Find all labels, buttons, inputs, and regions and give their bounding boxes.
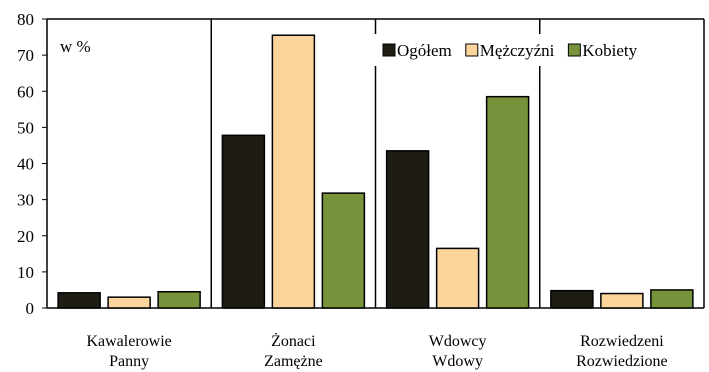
bars-group [57, 34, 694, 309]
y-tick-label: 40 [17, 155, 34, 174]
y-tick-label: 70 [17, 46, 34, 65]
legend-label: Kobiety [582, 41, 637, 60]
category-label: Rozwiedzeni [580, 333, 664, 350]
x-axis: Kawalerowie Panny Żonaci Zamężne Wdowcy Wdowy… [86, 332, 667, 370]
bar [321, 192, 366, 309]
category-label: Kawalerowie [86, 333, 171, 350]
y-tick-label: 80 [17, 10, 34, 29]
legend-swatch [567, 43, 581, 57]
category-label: Żonaci [271, 332, 316, 350]
legend-label: Ogółem [397, 41, 452, 60]
legend-swatch [465, 43, 479, 57]
y-tick-label: 10 [17, 263, 34, 282]
y-tick-label: 20 [17, 227, 34, 246]
category-label: Wdowy [432, 353, 483, 370]
bar [107, 296, 151, 309]
bar [650, 289, 694, 309]
y-tick-label: 60 [17, 82, 34, 101]
category-label: Zamężne [264, 353, 323, 370]
y-axis: 0 10 20 30 40 50 60 70 80 [17, 10, 47, 318]
bar [271, 34, 316, 309]
bar [57, 292, 101, 309]
legend-label: Mężczyźni [480, 41, 555, 60]
y-tick-label: 30 [17, 191, 34, 210]
category-label: Wdowcy [429, 333, 487, 350]
bar [221, 134, 266, 309]
bar [600, 292, 644, 309]
bar [550, 289, 594, 309]
bar [157, 290, 201, 309]
unit-label: w % [60, 37, 91, 56]
y-tick-label: 50 [17, 118, 34, 137]
bar [385, 150, 430, 309]
category-label: Panny [109, 353, 149, 370]
bar [435, 247, 480, 309]
plot-area [46, 18, 705, 309]
legend-background [372, 34, 700, 66]
category-label: Rozwiedzione [576, 353, 668, 370]
bar [485, 95, 530, 309]
legend-swatch [382, 43, 396, 57]
legend: Ogółem Mężczyźni Kobiety [372, 34, 700, 66]
y-tick-label: 0 [26, 299, 35, 318]
